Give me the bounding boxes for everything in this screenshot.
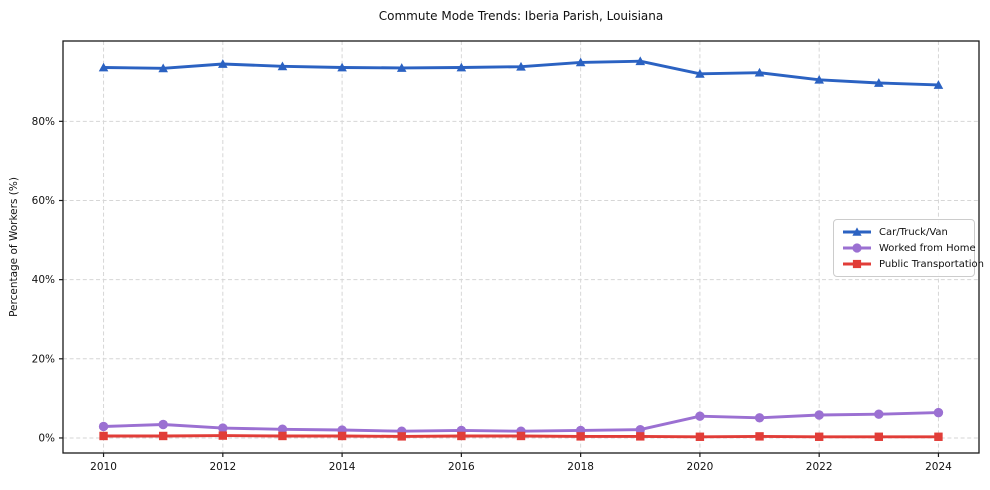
y-axis-label: Percentage of Workers (%) [8, 177, 20, 317]
plot-border [62, 40, 980, 454]
square-marker [874, 432, 884, 441]
circle-marker [874, 409, 884, 419]
x-tick-label: 2014 [329, 461, 356, 473]
triangle-marker [218, 59, 228, 68]
circle-marker [218, 423, 228, 433]
circle-marker [158, 419, 168, 430]
circle-marker [277, 424, 288, 434]
triangle-marker [158, 63, 168, 73]
legend-label: Car/Truck/Van [879, 226, 948, 238]
x-tick-label: 2012 [209, 461, 236, 473]
square-marker [158, 431, 168, 441]
legend-item-public-transportation: Public Transportation [842, 258, 984, 270]
legend-label: Worked from Home [879, 242, 976, 254]
square-marker [218, 431, 228, 440]
triangle-marker [874, 78, 884, 87]
legend-label: Public Transportation [879, 258, 984, 270]
circle-marker [98, 421, 109, 432]
circle-marker [814, 410, 824, 420]
legend-marker-circle-icon [843, 243, 871, 253]
triangle-marker [814, 74, 824, 84]
circle-marker [754, 413, 765, 423]
x-tick-label: 2024 [925, 461, 952, 473]
legend: Car/Truck/Van Worked from Home Public Tran… [833, 219, 984, 277]
square-marker [337, 431, 347, 441]
chart-title: Commute Mode Trends: Iberia Parish, Loui… [378, 9, 664, 23]
legend-marker-square-icon [843, 259, 871, 269]
triangle-marker [575, 57, 586, 67]
triangle-marker [456, 62, 467, 72]
triangle-marker [695, 69, 705, 78]
series-worked-from-home [98, 407, 944, 436]
x-tick-label: 2016 [448, 461, 475, 473]
triangle-marker [277, 61, 288, 71]
y-tick-label: 0% [38, 432, 55, 444]
square-marker [278, 431, 287, 441]
x-tick-label: 2018 [567, 461, 594, 473]
x-tick-label: 2010 [90, 461, 117, 473]
x-tick-label: 2020 [687, 461, 714, 473]
square-marker [99, 431, 108, 441]
square-marker [397, 432, 406, 441]
triangle-marker [635, 56, 646, 66]
series-public-transportation [99, 431, 943, 441]
square-marker [576, 432, 585, 441]
y-tick-label: 60% [32, 195, 55, 207]
circle-marker [933, 407, 944, 418]
legend-item-car-truck-van: Car/Truck/Van [842, 226, 966, 238]
legend-item-worked-from-home: Worked from Home [842, 242, 976, 254]
x-tick-label: 2022 [806, 461, 833, 473]
square-marker [695, 432, 705, 441]
triangle-marker [754, 67, 765, 77]
square-marker [814, 432, 824, 441]
y-tick-label: 80% [32, 116, 55, 128]
circle-marker [635, 424, 645, 435]
y-tick-label: 20% [32, 353, 55, 365]
legend-marker-triangle-icon [843, 227, 871, 236]
square-marker [457, 431, 466, 441]
y-tick-label: 40% [32, 274, 55, 286]
axis-ticks: 2010 2012 2014 2016 2018 2020 2022 2024 0% 20% 40%… [32, 116, 952, 473]
square-marker [755, 432, 764, 441]
triangle-marker [337, 62, 347, 72]
circle-marker [695, 411, 705, 421]
triangle-marker [396, 63, 407, 72]
triangle-marker [933, 80, 944, 89]
square-marker [934, 432, 943, 441]
triangle-marker [98, 62, 109, 72]
triangle-marker [516, 61, 526, 71]
gridlines [63, 41, 979, 453]
series-car-truck-van [98, 56, 944, 89]
square-marker [636, 432, 645, 441]
square-marker [516, 431, 526, 441]
